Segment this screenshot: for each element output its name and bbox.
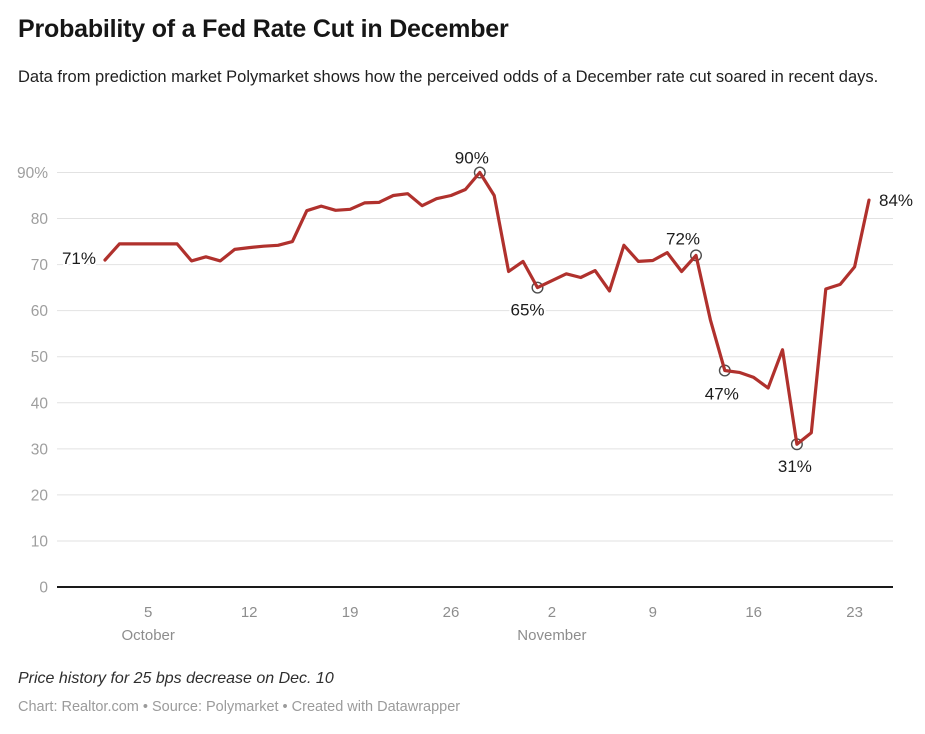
y-axis-tick-label: 30 bbox=[31, 441, 49, 458]
y-axis-tick-label: 60 bbox=[31, 303, 49, 320]
x-axis-tick-label: 19 bbox=[342, 604, 359, 621]
y-axis-tick-label: 80 bbox=[31, 211, 49, 228]
y-axis-tick-label: 40 bbox=[31, 395, 49, 412]
x-axis-tick-label: 16 bbox=[745, 604, 762, 621]
x-axis-tick-label: 2 bbox=[548, 604, 556, 621]
x-axis-tick-label: 9 bbox=[649, 604, 657, 621]
annotation-label: 71% bbox=[62, 249, 96, 268]
chart-title: Probability of a Fed Rate Cut in Decembe… bbox=[18, 15, 509, 43]
x-axis-month-label: October bbox=[122, 627, 175, 644]
annotation-label: 84% bbox=[879, 191, 913, 210]
annotation-label: 65% bbox=[510, 301, 544, 320]
y-axis-tick-label: 50 bbox=[31, 349, 49, 366]
x-axis-tick-label: 23 bbox=[846, 604, 863, 621]
chart-credit: Chart: Realtor.com • Source: Polymarket … bbox=[18, 699, 461, 715]
y-axis-tick-label: 0 bbox=[39, 580, 48, 597]
annotation-label: 90% bbox=[455, 149, 489, 168]
x-axis-tick-label: 12 bbox=[241, 604, 258, 621]
y-axis-tick-label: 10 bbox=[31, 533, 49, 550]
y-axis-tick-label: 70 bbox=[31, 257, 49, 274]
x-axis-month-label: November bbox=[517, 627, 586, 644]
chart-subtitle: Data from prediction market Polymarket s… bbox=[18, 68, 879, 86]
annotation-label: 47% bbox=[705, 385, 739, 404]
annotation-label: 72% bbox=[666, 229, 700, 248]
annotation-label: 31% bbox=[778, 457, 812, 476]
x-axis-tick-label: 5 bbox=[144, 604, 152, 621]
x-axis-tick-label: 26 bbox=[443, 604, 460, 621]
chart-note: Price history for 25 bps decrease on Dec… bbox=[18, 670, 334, 687]
y-axis-tick-label: 90% bbox=[17, 165, 48, 182]
y-axis-tick-label: 20 bbox=[31, 487, 49, 504]
series-line bbox=[103, 170, 871, 446]
